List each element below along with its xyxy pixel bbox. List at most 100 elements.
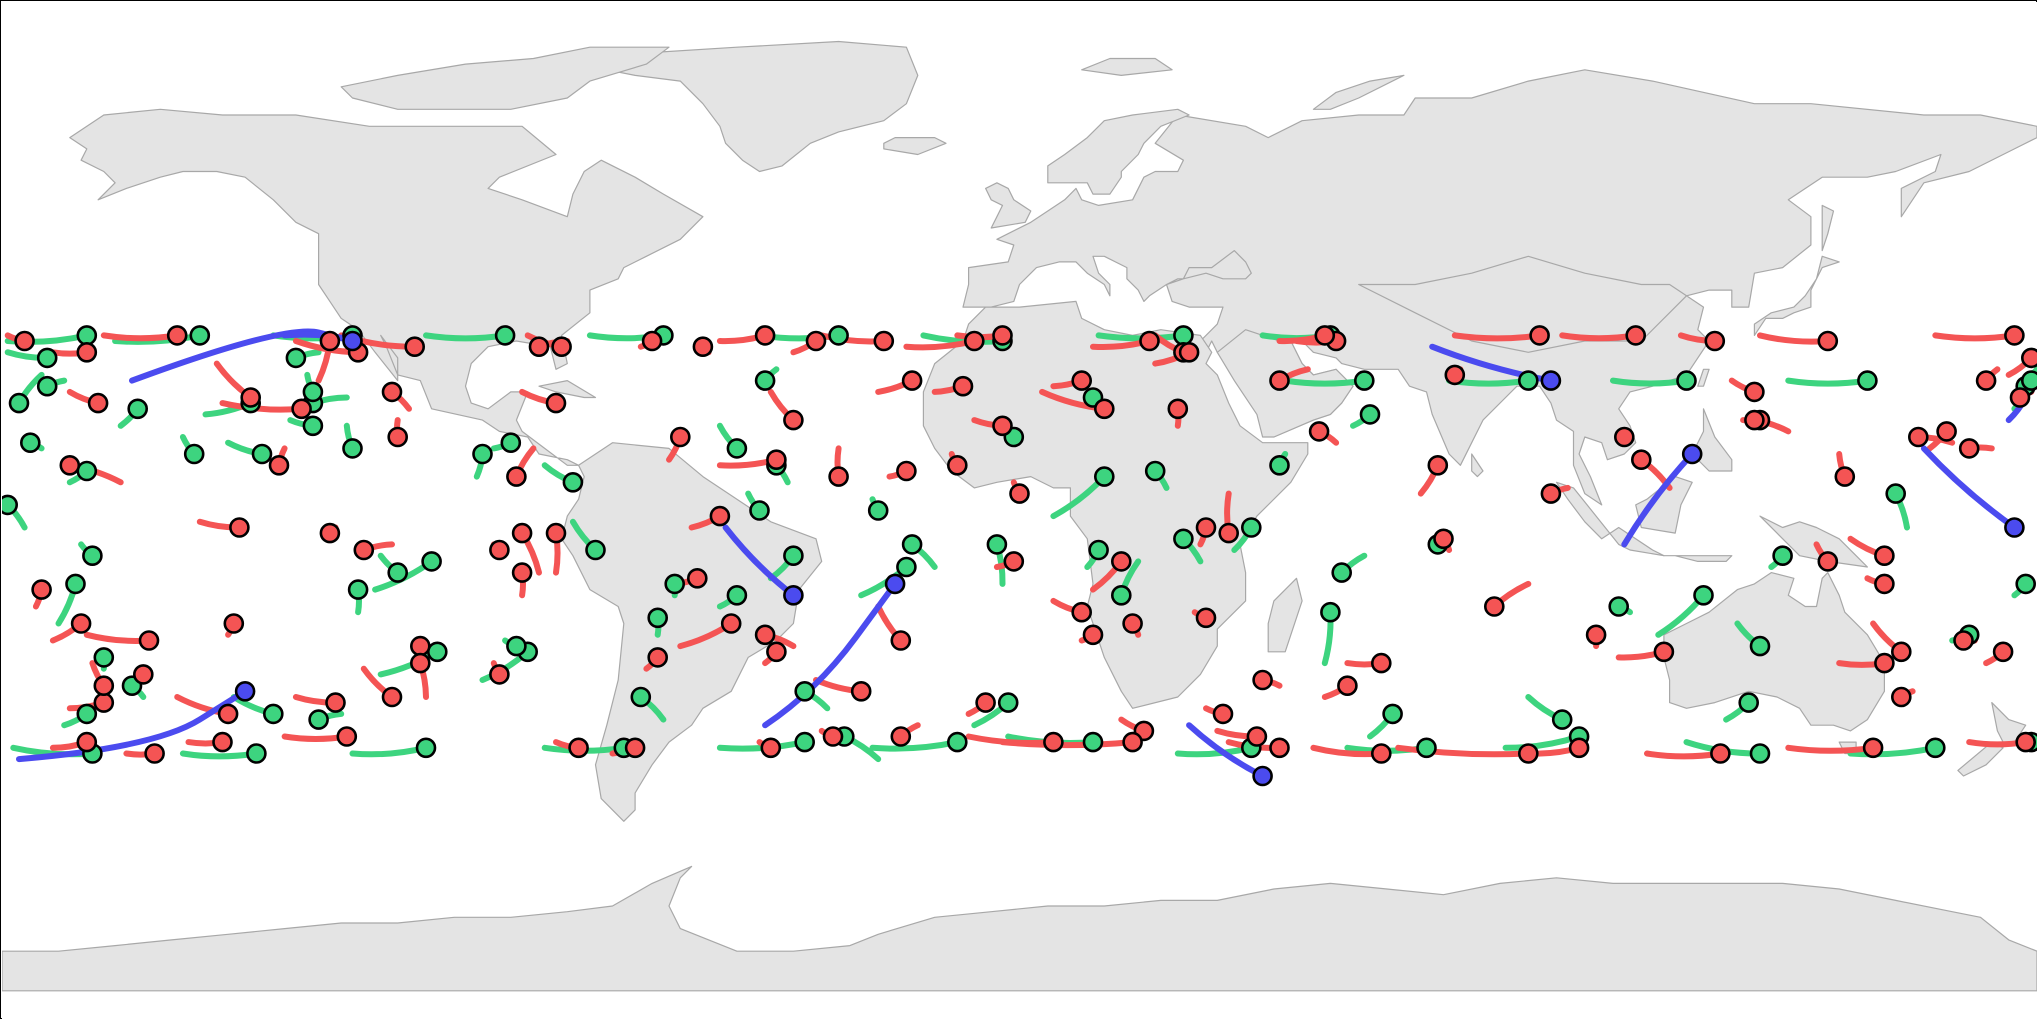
green-station-marker[interactable] xyxy=(285,347,307,369)
green-station-marker[interactable] xyxy=(794,731,816,753)
red-station-marker[interactable] xyxy=(336,726,358,747)
red-station-marker[interactable] xyxy=(828,466,849,487)
red-station-marker[interactable] xyxy=(850,680,872,702)
green-station-marker[interactable] xyxy=(1269,454,1290,476)
red-station-marker[interactable] xyxy=(229,517,250,538)
red-station-marker[interactable] xyxy=(1585,624,1607,646)
red-station-marker[interactable] xyxy=(1314,325,1336,346)
green-station-marker[interactable] xyxy=(2,494,18,516)
red-station-marker[interactable] xyxy=(1992,641,2014,663)
green-station-marker[interactable] xyxy=(76,460,98,482)
red-station-marker[interactable] xyxy=(992,415,1013,437)
red-station-marker[interactable] xyxy=(647,647,669,668)
green-station-marker[interactable] xyxy=(1173,325,1194,346)
green-station-marker[interactable] xyxy=(251,443,273,465)
red-station-marker[interactable] xyxy=(212,731,233,753)
red-station-marker[interactable] xyxy=(76,341,98,363)
green-station-marker[interactable] xyxy=(1676,370,1697,391)
blue-station-marker[interactable] xyxy=(2004,517,2025,538)
red-station-marker[interactable] xyxy=(1371,743,1392,764)
red-station-marker[interactable] xyxy=(896,460,917,482)
red-station-marker[interactable] xyxy=(1936,421,1957,442)
red-station-marker[interactable] xyxy=(1874,652,1895,674)
green-station-marker[interactable] xyxy=(749,500,770,521)
red-station-marker[interactable] xyxy=(1834,466,1856,487)
red-station-marker[interactable] xyxy=(1484,596,1505,617)
red-station-marker[interactable] xyxy=(873,330,895,352)
green-station-marker[interactable] xyxy=(867,500,889,521)
red-station-marker[interactable] xyxy=(1071,601,1092,623)
red-station-marker[interactable] xyxy=(268,454,290,476)
green-station-marker[interactable] xyxy=(997,692,1019,713)
red-station-marker[interactable] xyxy=(528,336,550,358)
green-station-marker[interactable] xyxy=(2015,573,2036,595)
red-station-marker[interactable] xyxy=(325,692,346,713)
blue-station-marker[interactable] xyxy=(342,330,363,352)
red-station-marker[interactable] xyxy=(1958,438,1980,459)
blue-station-marker[interactable] xyxy=(783,584,804,606)
red-station-marker[interactable] xyxy=(291,398,312,420)
green-station-marker[interactable] xyxy=(647,607,669,629)
red-station-marker[interactable] xyxy=(1908,426,1929,448)
blue-station-marker[interactable] xyxy=(1252,765,1273,787)
green-station-marker[interactable] xyxy=(8,392,30,414)
red-station-marker[interactable] xyxy=(1212,703,1234,725)
red-station-marker[interactable] xyxy=(545,392,567,414)
red-station-marker[interactable] xyxy=(319,522,341,544)
green-station-marker[interactable] xyxy=(1331,562,1352,583)
red-station-marker[interactable] xyxy=(353,539,375,561)
green-station-marker[interactable] xyxy=(1416,737,1437,759)
red-station-marker[interactable] xyxy=(1218,522,1239,544)
green-station-marker[interactable] xyxy=(93,647,115,668)
red-station-marker[interactable] xyxy=(489,664,510,685)
red-station-marker[interactable] xyxy=(1631,449,1652,471)
red-station-marker[interactable] xyxy=(240,387,261,408)
green-station-marker[interactable] xyxy=(1749,635,1771,657)
green-station-marker[interactable] xyxy=(1088,539,1109,561)
red-station-marker[interactable] xyxy=(59,454,81,476)
red-station-marker[interactable] xyxy=(166,325,188,346)
red-station-marker[interactable] xyxy=(1178,341,1200,363)
red-station-marker[interactable] xyxy=(686,567,708,589)
red-station-marker[interactable] xyxy=(319,330,341,352)
red-station-marker[interactable] xyxy=(2004,325,2025,346)
red-station-marker[interactable] xyxy=(409,652,431,674)
red-station-marker[interactable] xyxy=(1043,731,1064,753)
red-station-marker[interactable] xyxy=(1195,607,1217,629)
red-station-marker[interactable] xyxy=(1071,370,1092,391)
green-station-marker[interactable] xyxy=(415,737,437,759)
red-station-marker[interactable] xyxy=(1111,551,1132,572)
red-station-marker[interactable] xyxy=(1704,330,1726,352)
red-station-marker[interactable] xyxy=(1953,630,1974,651)
red-station-marker[interactable] xyxy=(506,466,527,487)
red-station-marker[interactable] xyxy=(1371,652,1392,674)
green-station-marker[interactable] xyxy=(262,703,284,725)
green-station-marker[interactable] xyxy=(308,709,329,730)
green-station-marker[interactable] xyxy=(421,551,442,572)
blue-station-marker[interactable] xyxy=(234,680,256,702)
red-station-marker[interactable] xyxy=(1308,421,1330,442)
red-station-marker[interactable] xyxy=(2009,387,2031,408)
green-station-marker[interactable] xyxy=(494,325,516,346)
red-station-marker[interactable] xyxy=(1817,551,1839,572)
red-station-marker[interactable] xyxy=(1744,409,1765,431)
red-station-marker[interactable] xyxy=(1518,743,1539,764)
green-station-marker[interactable] xyxy=(1354,370,1375,391)
red-station-marker[interactable] xyxy=(1891,641,1912,663)
green-station-marker[interactable] xyxy=(828,325,849,346)
red-station-marker[interactable] xyxy=(669,426,691,448)
red-station-marker[interactable] xyxy=(1003,551,1025,572)
red-station-marker[interactable] xyxy=(766,449,787,471)
red-station-marker[interactable] xyxy=(692,336,714,358)
green-station-marker[interactable] xyxy=(1359,404,1381,425)
red-station-marker[interactable] xyxy=(1094,398,1115,420)
red-station-marker[interactable] xyxy=(14,330,35,352)
red-station-marker[interactable] xyxy=(760,737,782,759)
green-station-marker[interactable] xyxy=(506,635,527,657)
red-station-marker[interactable] xyxy=(93,692,115,713)
red-station-marker[interactable] xyxy=(2015,731,2036,753)
green-station-marker[interactable] xyxy=(1857,370,1878,391)
red-station-marker[interactable] xyxy=(381,381,403,403)
green-station-marker[interactable] xyxy=(500,432,522,454)
red-station-marker[interactable] xyxy=(1337,675,1358,697)
